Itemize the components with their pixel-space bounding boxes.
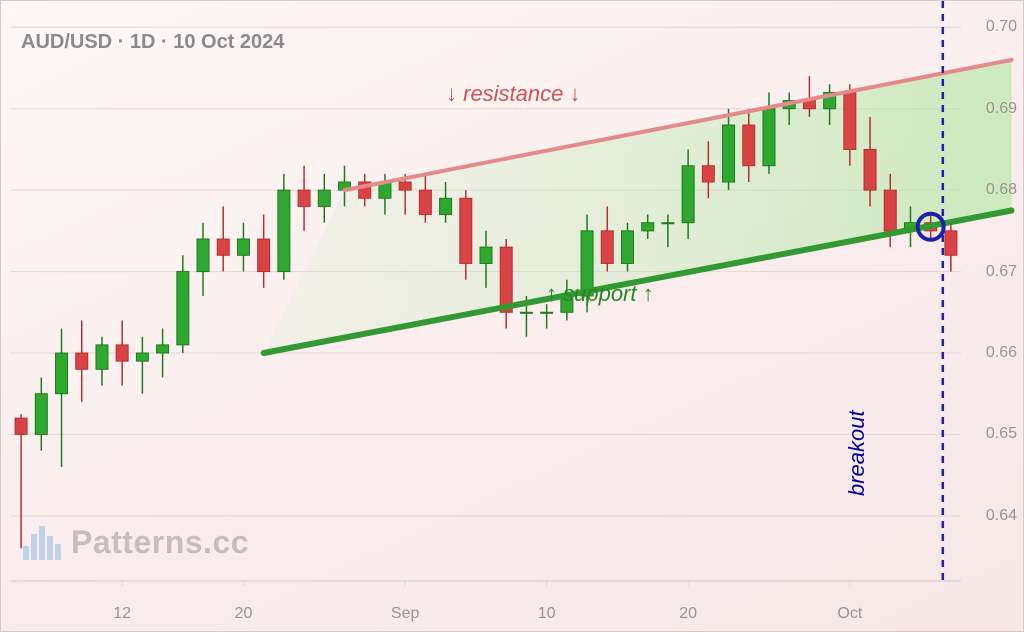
y-axis-label: 0.64 xyxy=(986,507,1017,525)
watermark-bars-icon xyxy=(23,526,61,560)
y-axis-label: 0.70 xyxy=(986,18,1017,36)
y-axis-label: 0.66 xyxy=(986,344,1017,362)
x-axis-label: 20 xyxy=(679,605,697,623)
y-axis-label: 0.67 xyxy=(986,263,1017,281)
x-axis-label: Oct xyxy=(837,605,862,623)
x-axis-label: 10 xyxy=(538,605,556,623)
support-label: ↑ support ↑ xyxy=(546,281,654,307)
candlestick-chart: AUD/USD · 1D · 10 Oct 2024 Patterns.cc ↓… xyxy=(0,0,1024,632)
x-axis-label: Sep xyxy=(391,605,419,623)
resistance-label: ↓ resistance ↓ xyxy=(446,81,581,107)
breakout-label: breakout xyxy=(844,410,870,496)
x-axis-label: 12 xyxy=(113,605,131,623)
watermark: Patterns.cc xyxy=(23,524,249,561)
watermark-text: Patterns.cc xyxy=(71,524,249,561)
y-axis-label: 0.68 xyxy=(986,181,1017,199)
x-axis-label: 20 xyxy=(235,605,253,623)
chart-title: AUD/USD · 1D · 10 Oct 2024 xyxy=(21,31,284,54)
y-axis-label: 0.65 xyxy=(986,425,1017,443)
y-axis-label: 0.69 xyxy=(986,100,1017,118)
